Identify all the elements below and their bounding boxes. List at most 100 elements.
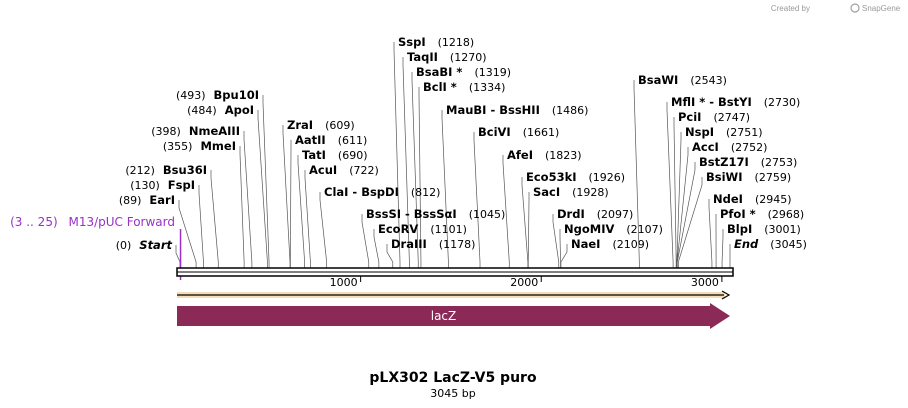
site-mfli-bstyi[interactable]: MflI * - BstYI (2730): [671, 95, 800, 109]
site-leader-lines: [175, 42, 731, 268]
site-bcli[interactable]: BclI * (1334): [423, 80, 505, 94]
leader-clai-bspdi: [319, 192, 328, 268]
site-position: (2107): [626, 223, 663, 236]
site-aatii[interactable]: AatII (611): [295, 133, 367, 147]
site-position: (1928): [572, 186, 609, 199]
site-acui[interactable]: AcuI (722): [309, 163, 379, 177]
site-name: NdeI: [713, 192, 743, 206]
site-naei[interactable]: NaeI (2109): [571, 237, 649, 251]
leader-nmeaiii: [243, 131, 253, 268]
site-saci[interactable]: SacI (1928): [533, 185, 609, 199]
site-name: BssSI - BssSαI: [366, 207, 457, 221]
leader-saci: [527, 192, 530, 268]
orf-arrow[interactable]: [177, 290, 731, 300]
leader-zrai: [282, 125, 291, 268]
site-taqii[interactable]: TaqII (1270): [407, 50, 487, 64]
site-position: (1319): [474, 66, 511, 79]
site-position: (2730): [764, 96, 801, 109]
site-name: MmeI: [200, 139, 236, 153]
axis-ticks: 1000 2000 3000: [330, 276, 723, 289]
leader-drdi: [552, 214, 560, 268]
site-bsawi[interactable]: BsaWI (2543): [638, 73, 727, 87]
site-position: (2751): [726, 126, 763, 139]
site-position: (1823): [545, 149, 582, 162]
leader-bsiwi: [677, 177, 703, 268]
site-bsu36i[interactable]: (212) Bsu36I: [125, 163, 207, 177]
site-mmei[interactable]: (355) MmeI: [163, 139, 236, 153]
site-acci[interactable]: AccI (2752): [692, 140, 767, 154]
site-draiii[interactable]: DraIII (1178): [391, 237, 475, 251]
site-position: (1218): [438, 36, 475, 49]
site-position: (2097): [597, 208, 634, 221]
site-bsiwi[interactable]: BsiWI (2759): [706, 170, 791, 184]
site-zrai[interactable]: ZraI (609): [287, 118, 355, 132]
site-eco53ki[interactable]: Eco53kI (1926): [526, 170, 625, 184]
site-name: AatII: [295, 133, 326, 147]
site-name: NmeAIII: [189, 124, 240, 138]
site-drdi[interactable]: DrdI (2097): [557, 207, 633, 221]
site-name: Start: [139, 238, 172, 252]
site-position: (2109): [612, 238, 649, 251]
site-name: BclI *: [423, 80, 457, 94]
site-name: ClaI - BspDI: [324, 185, 399, 199]
site-name: Bsu36I: [163, 163, 207, 177]
leader-sspi: [393, 42, 401, 268]
leader-eco53ki: [521, 177, 529, 268]
lacz-feature[interactable]: lacZ: [177, 303, 730, 329]
site-position: (1661): [523, 126, 560, 139]
site-bcivi[interactable]: BciVI (1661): [478, 125, 559, 139]
site-position: (89): [119, 194, 142, 207]
site-bsabi[interactable]: BsaBI * (1319): [416, 65, 511, 79]
site-name: DrdI: [557, 207, 585, 221]
site-fspi[interactable]: (130) FspI: [130, 178, 195, 192]
leader-blpi: [721, 229, 724, 268]
site-pcii[interactable]: PciI (2747): [678, 110, 750, 124]
site-start[interactable]: (0) Start: [116, 238, 173, 252]
site-bsssi-bsss-i[interactable]: BssSI - BssSαI (1045): [366, 207, 505, 221]
site-blpi[interactable]: BlpI (3001): [727, 222, 801, 236]
site-position: (1270): [450, 51, 487, 64]
site-ngomiv[interactable]: NgoMIV (2107): [564, 222, 663, 236]
leader-bcivi: [473, 132, 481, 268]
site-end[interactable]: End (3045): [734, 237, 807, 251]
site-maubi-bsshii[interactable]: MauBI - BssHII (1486): [446, 103, 588, 117]
leader-draiii: [386, 244, 394, 268]
leader-pcii: [673, 117, 677, 268]
leader-ndei: [708, 199, 713, 268]
leader-mmei: [239, 146, 245, 268]
primer-label[interactable]: (3 .. 25) M13/pUC Forward: [10, 215, 175, 229]
site-name: BciVI: [478, 125, 511, 139]
site-position: (2753): [761, 156, 798, 169]
site-apoi[interactable]: (484) ApoI: [187, 103, 254, 117]
leader-afei: [502, 155, 510, 268]
leader-bsabi: [411, 72, 419, 268]
site-name: PfoI *: [720, 207, 756, 221]
site-name: MflI * - BstYI: [671, 95, 752, 109]
site-name: PciI: [678, 110, 701, 124]
site-position: (2543): [690, 74, 727, 87]
site-tati[interactable]: TatI (690): [302, 148, 368, 162]
site-name: Bpu10I: [214, 88, 259, 102]
site-pfoi[interactable]: PfoI * (2968): [720, 207, 804, 221]
site-position: (1334): [469, 81, 506, 94]
site-position: (3045): [770, 238, 807, 251]
site-ndei[interactable]: NdeI (2945): [713, 192, 792, 206]
site-afei[interactable]: AfeI (1823): [507, 148, 582, 162]
site-ecorv[interactable]: EcoRV (1101): [378, 222, 467, 236]
site-clai-bspdi[interactable]: ClaI - BspDI (812): [324, 185, 440, 199]
site-name: DraIII: [391, 237, 427, 251]
lacz-feature-arrow[interactable]: [177, 303, 730, 329]
site-name: EarI: [149, 193, 175, 207]
site-position: (398): [151, 125, 181, 138]
site-position: (212): [125, 164, 155, 177]
leader-maubi-bsshii: [441, 110, 449, 268]
site-sspi[interactable]: SspI (1218): [398, 35, 474, 49]
leader-apoi: [257, 110, 268, 268]
site-nmeaiii[interactable]: (398) NmeAIII: [151, 124, 240, 138]
site-bstz17i[interactable]: BstZ17I (2753): [699, 155, 797, 169]
leader-ngomiv: [559, 229, 561, 268]
leader-fspi: [198, 185, 204, 268]
site-bpu10i[interactable]: (493) Bpu10I: [176, 88, 259, 102]
site-eari[interactable]: (89) EarI: [119, 193, 175, 207]
site-nspi[interactable]: NspI (2751): [685, 125, 763, 139]
